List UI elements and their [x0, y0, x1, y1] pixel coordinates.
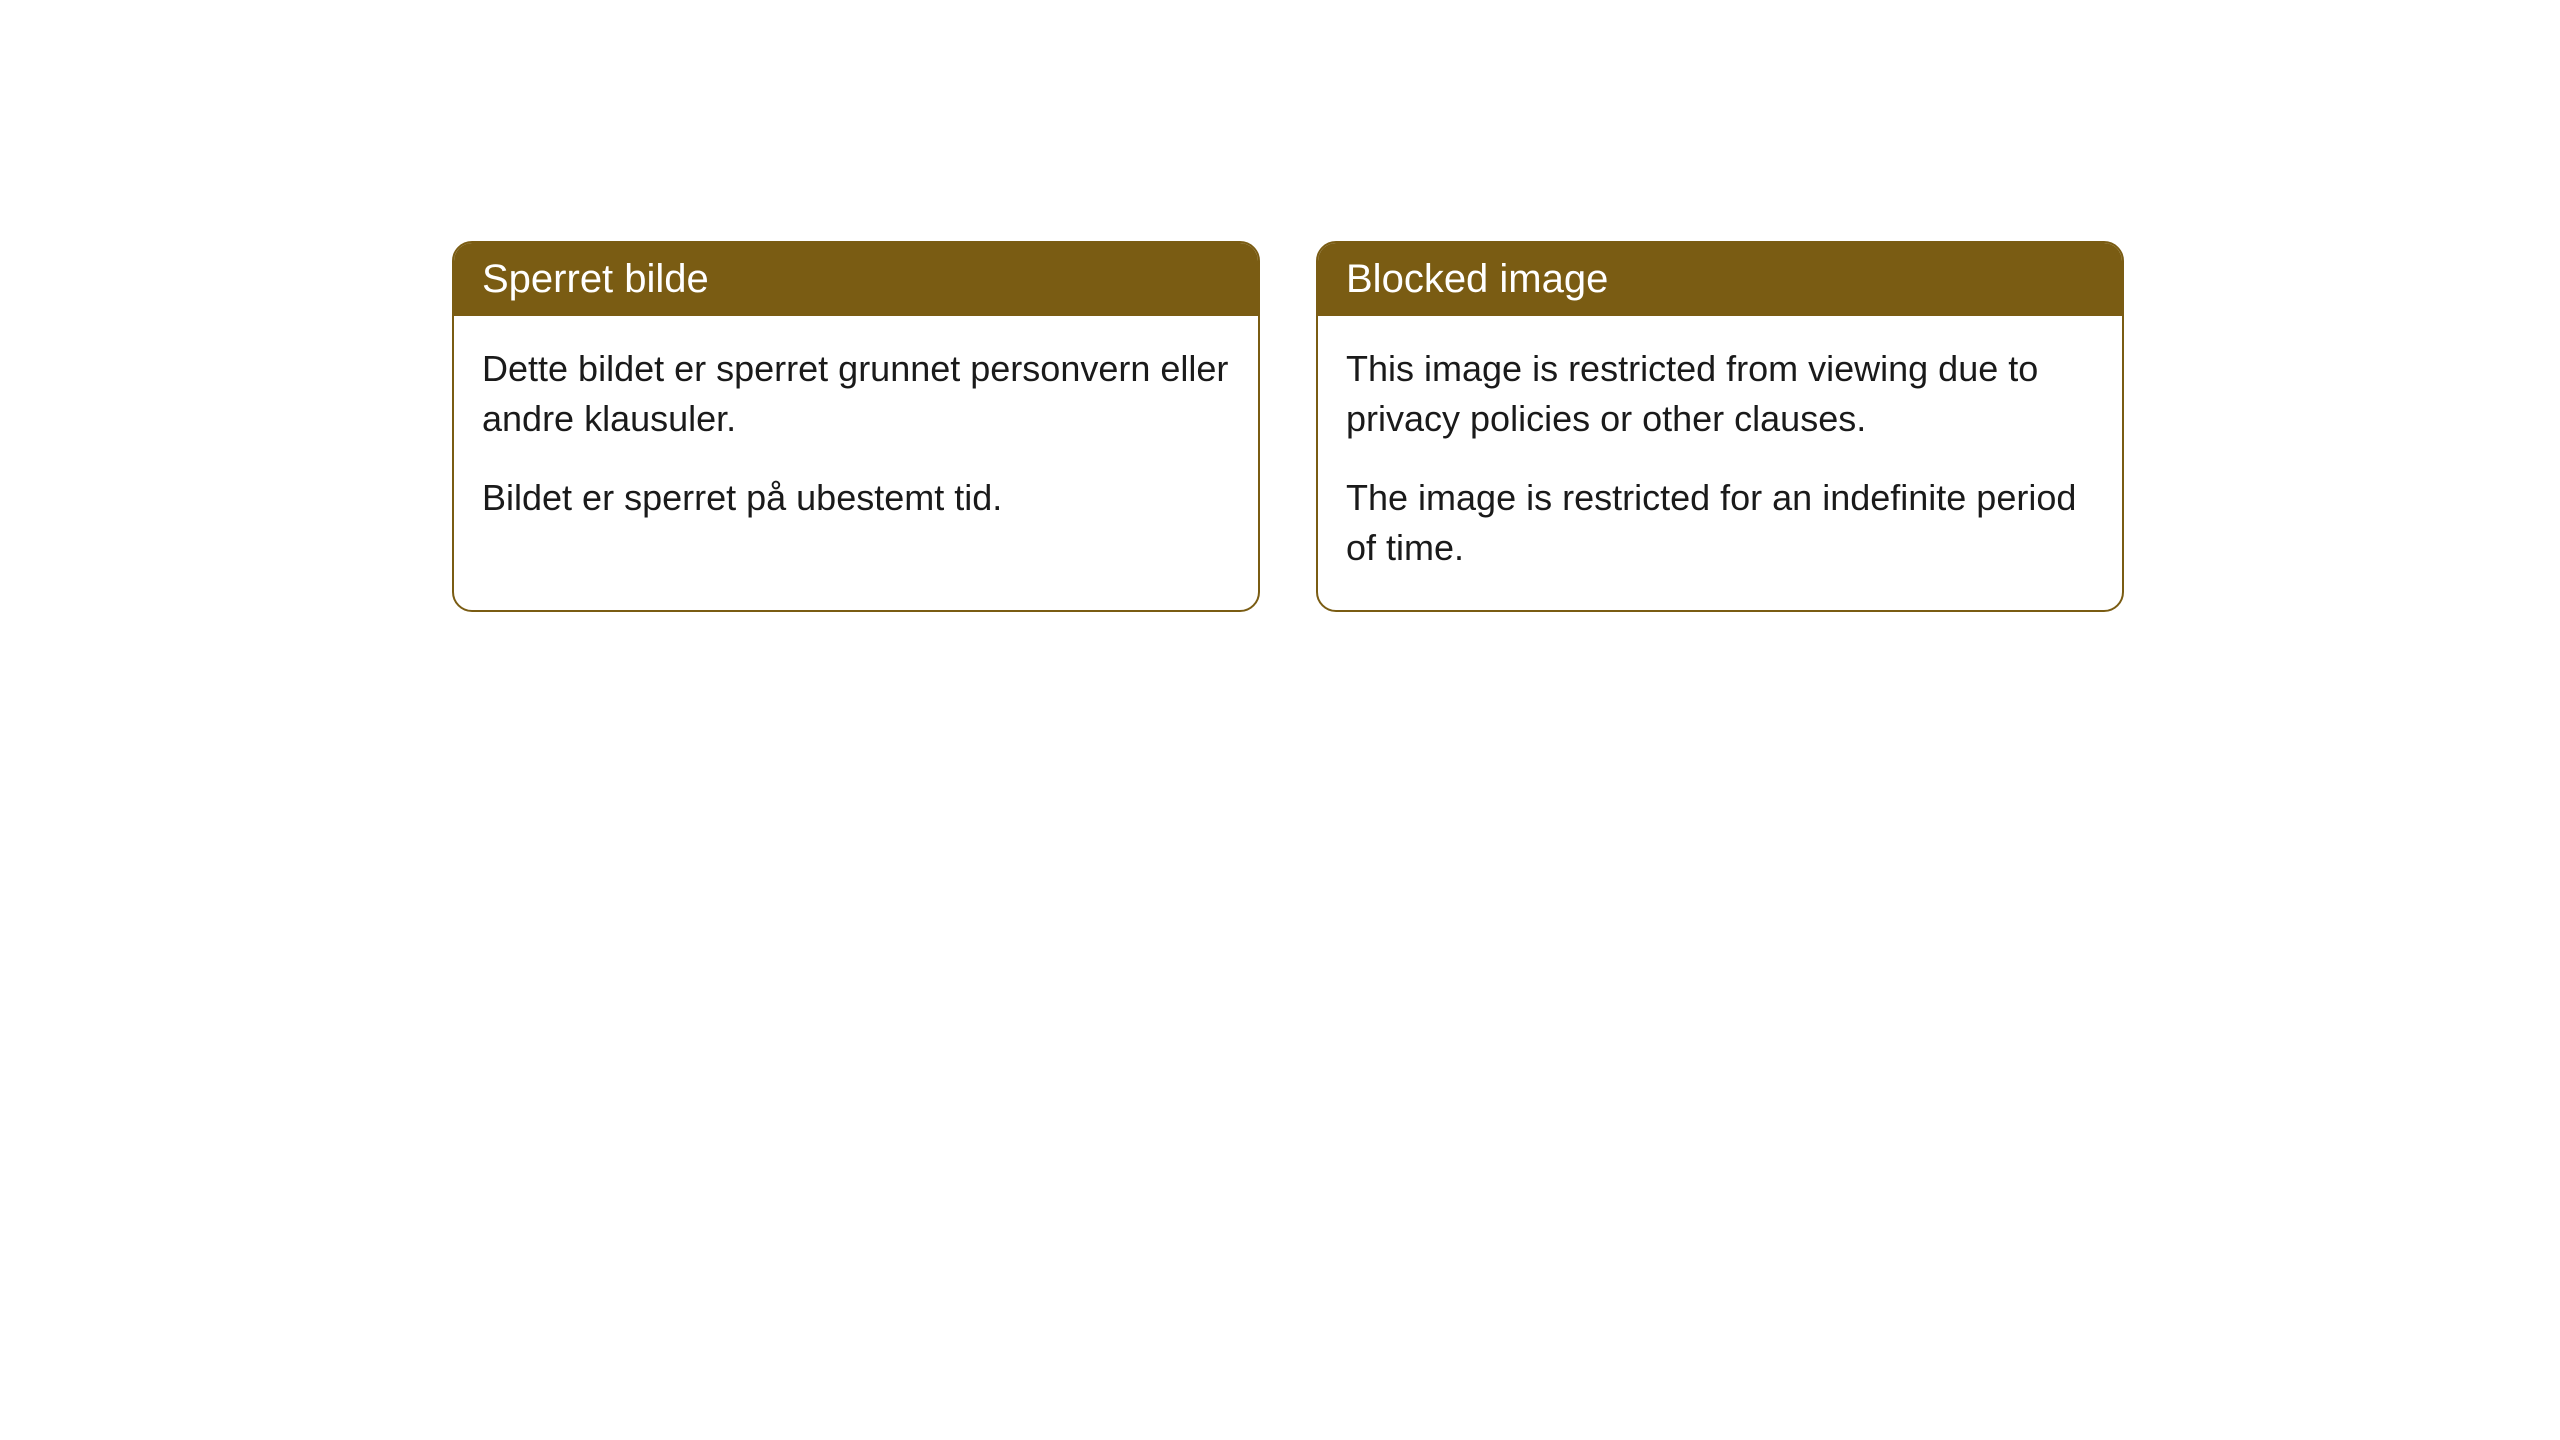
card-body: Dette bildet er sperret grunnet personve…: [454, 316, 1258, 559]
card-paragraph-2: Bildet er sperret på ubestemt tid.: [482, 473, 1230, 523]
card-paragraph-1: Dette bildet er sperret grunnet personve…: [482, 344, 1230, 445]
card-title: Sperret bilde: [482, 257, 709, 301]
card-paragraph-1: This image is restricted from viewing du…: [1346, 344, 2094, 445]
card-body: This image is restricted from viewing du…: [1318, 316, 2122, 610]
notice-cards-container: Sperret bilde Dette bildet er sperret gr…: [452, 241, 2124, 612]
card-paragraph-2: The image is restricted for an indefinit…: [1346, 473, 2094, 574]
card-header: Blocked image: [1318, 243, 2122, 316]
notice-card-norwegian: Sperret bilde Dette bildet er sperret gr…: [452, 241, 1260, 612]
notice-card-english: Blocked image This image is restricted f…: [1316, 241, 2124, 612]
card-title: Blocked image: [1346, 257, 1608, 301]
card-header: Sperret bilde: [454, 243, 1258, 316]
